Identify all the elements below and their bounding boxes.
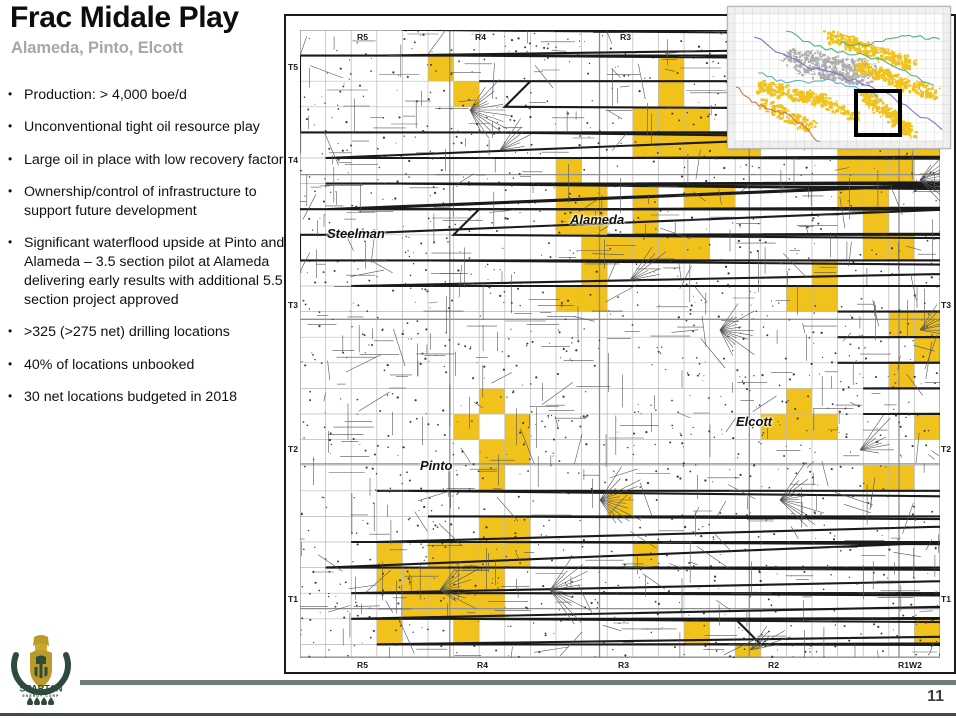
regional-inset-graphic	[728, 7, 950, 148]
inset-pipelines	[735, 30, 943, 143]
map-canvas[interactable]	[300, 30, 940, 658]
bullet-marker: •	[8, 389, 13, 404]
logo-tagline: ENERGY CORP	[22, 694, 59, 698]
bullet-item: • 30 net locations budgeted in 2018	[8, 388, 286, 407]
page-subtitle: Alameda, Pinto, Elcott	[11, 39, 183, 57]
page-title: Frac Midale Play	[10, 1, 239, 34]
bullet-list: • Production: > 4,000 boe/d • Unconventiona…	[8, 86, 286, 421]
map-place-label: Pinto	[420, 458, 453, 473]
bullet-marker: •	[8, 356, 13, 371]
bullet-text: 40% of locations unbooked	[24, 356, 195, 373]
inset-yellow-fields	[756, 30, 941, 139]
bullet-text: Significant waterflood upside at Pinto a…	[24, 235, 285, 308]
bullet-marker: •	[8, 235, 13, 250]
bullet-text: 30 net locations budgeted in 2018	[24, 389, 237, 406]
footer-divider	[80, 680, 956, 685]
bullet-marker: •	[8, 119, 13, 134]
bullet-item: • 40% of locations unbooked	[8, 356, 286, 375]
bullet-marker: •	[8, 87, 13, 101]
bullet-text: Unconventional tight oil resource play	[24, 119, 260, 136]
well-laterals	[300, 30, 940, 658]
map-axis-label-right: T3	[940, 300, 951, 310]
bullet-item: • Ownership/control of infrastructure to …	[8, 183, 286, 221]
map-axis-label-top: R4	[475, 32, 486, 42]
land-outlines	[300, 30, 940, 647]
inset-grid	[734, 13, 944, 142]
map-place-label: Elcott	[736, 414, 773, 429]
map-axis-label-left: T3	[288, 300, 299, 310]
bullet-item: • Significant waterflood upside at Pinto …	[8, 234, 286, 310]
map-axis-label-right: T1	[940, 594, 951, 604]
regional-inset-map[interactable]	[727, 6, 951, 149]
map-place-label: Alameda	[570, 212, 625, 227]
land-map-graphic	[300, 30, 940, 658]
bullet-marker: •	[8, 324, 13, 339]
map-axis-label-right: T2	[940, 444, 951, 454]
bullet-text: Production: > 4,000 boe/d	[24, 87, 187, 103]
bullet-item: • >325 (>275 net) drilling locations	[8, 323, 286, 342]
inset-highlight-box	[854, 89, 902, 137]
page-number: 11	[927, 688, 944, 705]
map-place-label: Steelman	[327, 226, 385, 241]
logo-wordmark: SPARTAN	[19, 684, 62, 694]
footer-bottom-border	[0, 713, 956, 716]
map-axis-label-bottom: R2	[768, 660, 779, 670]
bullet-marker: •	[8, 184, 13, 199]
spartan-logo: SPARTAN ENERGY CORP	[6, 633, 76, 705]
map-axis-label-left: T4	[288, 155, 299, 165]
map-axis-label-bottom: R1W2	[898, 660, 922, 670]
map-axis-label-bottom: R5	[357, 660, 368, 670]
map-axis-label-left: T2	[288, 444, 299, 454]
slide-text-column: Frac Midale Play Alameda, Pinto, Elcott …	[0, 0, 286, 660]
map-axis-label-top: R3	[620, 32, 631, 42]
map-axis-label-bottom: R4	[477, 660, 488, 670]
bullet-item: • Production: > 4,000 boe/d	[8, 86, 286, 105]
map-axis-label-left: T1	[288, 594, 299, 604]
map-axis-label-top: R5	[357, 32, 368, 42]
map-axis-label-bottom: R3	[618, 660, 629, 670]
map-axis-label-left: T5	[288, 62, 299, 72]
bullet-text: >325 (>275 net) drilling locations	[24, 324, 230, 341]
bullet-text: Large oil in place with low recovery fac…	[24, 151, 284, 168]
spartan-logo-mark: SPARTAN ENERGY CORP	[11, 635, 71, 705]
bullet-item: • Unconventional tight oil resource play	[8, 118, 286, 137]
bullet-marker: •	[8, 151, 13, 166]
bullet-text: Ownership/control of infrastructure to s…	[24, 184, 257, 219]
bullet-item: • Large oil in place with low recovery fa…	[8, 151, 286, 170]
